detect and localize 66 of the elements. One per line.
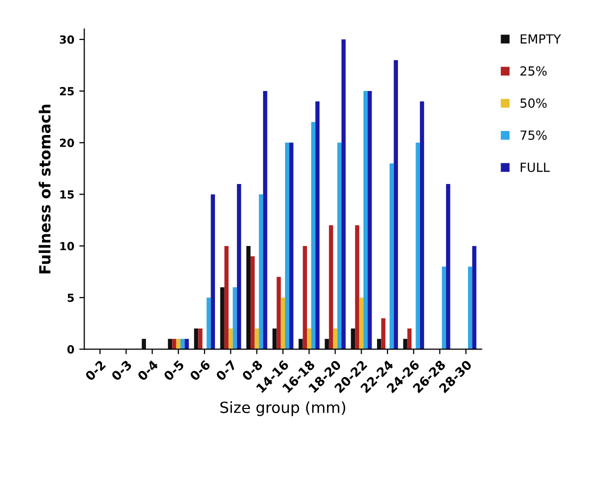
bar [194, 328, 198, 350]
bar [328, 225, 334, 350]
bar [258, 194, 264, 350]
bar [368, 91, 372, 350]
bar [355, 225, 360, 350]
bar [272, 328, 277, 350]
bar [210, 194, 215, 350]
bar [341, 39, 346, 350]
y-tick-label: 25 [60, 87, 74, 96]
legend-label: 75% [520, 130, 547, 140]
bar [359, 298, 364, 350]
bar [228, 328, 233, 350]
bar [446, 184, 450, 350]
bar [246, 246, 251, 350]
y-tick-label: 30 [60, 35, 74, 44]
y-tick-label: 20 [60, 138, 74, 148]
bar [403, 338, 408, 350]
x-axis-title: Size group (mm) [220, 401, 346, 416]
y-tick-label: 5 [68, 294, 74, 302]
bar [254, 328, 259, 350]
bar [311, 122, 316, 350]
x-tick-label: 0-3 [110, 360, 132, 382]
bar [390, 163, 394, 350]
bar [381, 318, 386, 350]
bar [394, 60, 398, 350]
legend-label: 25% [520, 66, 547, 76]
bar [198, 328, 202, 350]
bar [206, 298, 211, 350]
x-tick-label: 0-2 [84, 360, 106, 382]
legend-label: FULL [520, 162, 550, 172]
y-tick-label: 10 [60, 242, 74, 250]
bar [468, 266, 472, 350]
bar [263, 91, 268, 350]
bar [420, 101, 424, 350]
legend-label: 50% [520, 98, 547, 108]
x-tick-label: 0-6 [189, 360, 211, 382]
bar [184, 338, 189, 350]
y-tick-label: 15 [60, 190, 74, 199]
bar [363, 91, 368, 350]
bar [407, 328, 412, 350]
x-tick-label: 0-5 [162, 360, 185, 382]
bar [276, 276, 281, 350]
bar [302, 246, 307, 350]
bar [289, 142, 294, 350]
bar [416, 142, 420, 350]
legend-label: EMPTY [520, 34, 562, 44]
y-axis-title: Fullness of stomach [38, 104, 51, 274]
bar [250, 256, 255, 350]
x-tick-label: 0-4 [136, 359, 159, 382]
bar [172, 338, 176, 350]
bar [472, 246, 476, 350]
bar [315, 101, 320, 350]
bar [298, 338, 303, 350]
bar [285, 142, 290, 350]
bar [232, 287, 237, 350]
bar [306, 328, 312, 350]
x-tick-label: 0-7 [215, 360, 237, 382]
bar [350, 328, 356, 350]
bar [333, 328, 338, 350]
bar [224, 246, 229, 350]
y-tick-label: 0 [67, 345, 74, 354]
bar [442, 266, 446, 350]
bar [280, 298, 286, 350]
bar [236, 184, 242, 350]
bar [220, 287, 224, 350]
bar [337, 142, 342, 350]
